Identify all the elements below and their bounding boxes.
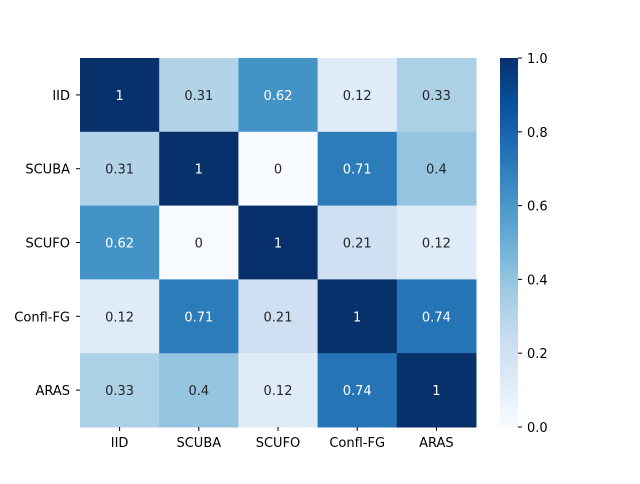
- heatmap-cell: [238, 279, 319, 354]
- colorbar-tick-label: 1.0: [527, 52, 548, 67]
- colorbar-tick-label: 0.6: [527, 200, 548, 215]
- heatmap-cell-label: 0.71: [343, 163, 372, 178]
- heatmap-cell: [159, 353, 239, 428]
- x-tick-label: IID: [111, 436, 129, 451]
- heatmap-cell: [159, 58, 239, 133]
- y-tick-label: SCUBA: [25, 163, 70, 178]
- heatmap-cell-label: 0.21: [343, 237, 372, 252]
- y-axis: IID SCUBA SCUFO Confl-FG ARAS: [14, 89, 80, 399]
- y-tick-label: SCUFO: [25, 237, 70, 252]
- x-tick-label: SCUBA: [176, 436, 221, 451]
- heatmap-cell: [80, 279, 160, 354]
- heatmap-cell: [317, 58, 398, 133]
- heatmap-cell: [238, 58, 319, 133]
- heatmap-cell-label: 0.12: [343, 89, 372, 104]
- colorbar-tick-label: 0.0: [527, 421, 548, 436]
- colorbar: 0.0 0.2 0.4 0.6 0.8 1.0: [500, 52, 548, 436]
- x-axis: IID SCUBA SCUFO Confl-FG ARAS: [111, 427, 454, 451]
- heatmap-cell-label: 1: [353, 310, 361, 325]
- heatmap-cell-label: 1: [115, 89, 123, 104]
- heatmap-cell: [159, 205, 239, 280]
- heatmap-cell: [80, 58, 160, 133]
- x-tick-label: ARAS: [419, 436, 454, 451]
- heatmap-cell-label: 0.31: [105, 163, 134, 178]
- heatmap-cell-label: 1: [274, 237, 282, 252]
- heatmap-cell: [80, 205, 160, 280]
- x-tick-label: Confl-FG: [329, 436, 385, 451]
- heatmap-cell-label: 0.33: [105, 384, 134, 399]
- heatmap-cell-label: 0.71: [184, 310, 213, 325]
- heatmap-cell: [396, 58, 477, 133]
- heatmap-cell-label: 0.4: [188, 384, 209, 399]
- heatmap-cell: [159, 131, 239, 207]
- heatmap-cell-label: 0.74: [343, 384, 372, 399]
- heatmap-cell-labels: 1 0.31 0.62 0.12 0.33 0.31 1 0 0.71 0.4 0.62 0 1 0.21…: [105, 89, 451, 399]
- heatmap-cell-label: 1: [432, 384, 440, 399]
- heatmap-cell: [238, 205, 319, 280]
- x-tick-label: SCUFO: [256, 436, 301, 451]
- heatmap-cell-label: 1: [195, 163, 203, 178]
- heatmap-cells: [80, 58, 477, 428]
- heatmap-cell: [80, 131, 160, 207]
- heatmap-cell: [396, 131, 477, 207]
- y-tick-label: ARAS: [35, 384, 70, 399]
- colorbar-tick-label: 0.4: [527, 273, 548, 288]
- heatmap-cell-label: 0: [195, 237, 203, 252]
- heatmap-cell-label: 0: [274, 163, 282, 178]
- colorbar-tick-label: 0.8: [527, 126, 548, 141]
- heatmap-cell: [159, 279, 239, 354]
- heatmap-cell: [396, 279, 477, 354]
- heatmap-cell-label: 0.12: [264, 384, 293, 399]
- heatmap-cell-label: 0.31: [184, 89, 213, 104]
- heatmap-cell: [396, 353, 477, 428]
- colorbar-tick-label: 0.2: [527, 347, 548, 362]
- heatmap-cell-label: 0.74: [422, 310, 451, 325]
- y-tick-label: IID: [52, 89, 70, 104]
- heatmap-cell: [317, 353, 398, 428]
- heatmap-cell-label: 0.62: [264, 89, 293, 104]
- heatmap-cell: [317, 205, 398, 280]
- heatmap-cell: [238, 353, 319, 428]
- heatmap-cell-label: 0.12: [422, 237, 451, 252]
- heatmap-cell-label: 0.62: [105, 237, 134, 252]
- y-tick-label: Confl-FG: [14, 310, 70, 325]
- heatmap-cell: [238, 131, 319, 207]
- heatmap-cell-label: 0.33: [422, 89, 451, 104]
- heatmap-cell: [396, 205, 477, 280]
- heatmap-cell: [317, 131, 398, 207]
- heatmap-cell: [317, 279, 398, 354]
- heatmap-cell: [80, 353, 160, 428]
- heatmap-cell-label: 0.4: [426, 163, 447, 178]
- heatmap-cell-label: 0.21: [264, 310, 293, 325]
- colorbar-gradient: [500, 58, 518, 427]
- heatmap-cell-label: 0.12: [105, 310, 134, 325]
